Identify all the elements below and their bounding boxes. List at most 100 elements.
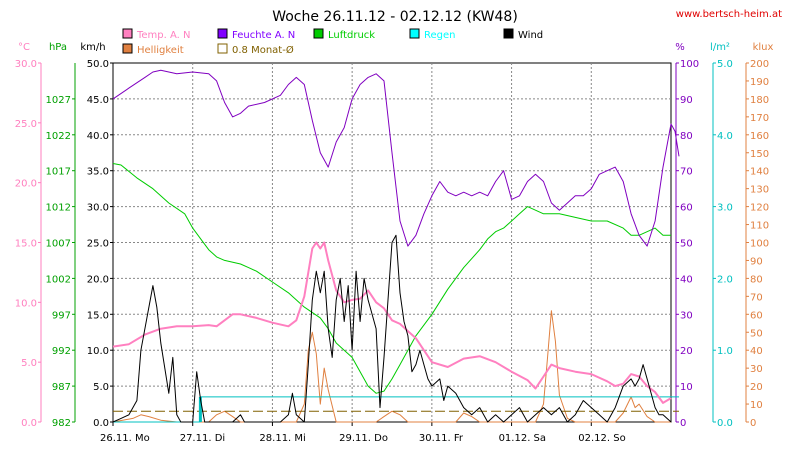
wind-tick-label: 40.0 <box>87 131 109 142</box>
legend-label: 0.8 Monat-Ø <box>232 44 294 56</box>
wind-unit-label: km/h <box>80 42 105 53</box>
rain-tick-label: 2.0 <box>717 274 733 285</box>
series-line-helligkeit <box>112 310 671 423</box>
lux-tick-label: 120 <box>750 203 769 214</box>
lux-tick-label: 190 <box>750 77 769 88</box>
rain-bar <box>198 396 202 422</box>
pressure-unit-label: hPa <box>49 42 67 53</box>
rain-tick-label: 5.0 <box>717 59 733 70</box>
rain-tick-label: 3.0 <box>717 203 733 214</box>
lux-tick-label: 160 <box>750 131 769 142</box>
humidity-tick-label: 20 <box>680 346 693 357</box>
lux-tick-label: 110 <box>750 221 769 232</box>
pressure-tick-label: 997 <box>52 310 71 321</box>
lux-tick-label: 60 <box>750 310 763 321</box>
temp-tick-label: 30.0 <box>15 59 37 70</box>
wind-tick-label: 20.0 <box>87 274 109 285</box>
rain-tick-label: 0.0 <box>717 418 733 429</box>
temp-tick-label: 20.0 <box>15 179 37 190</box>
series-line-wind <box>112 234 672 423</box>
temp-unit-label: °C <box>18 42 30 53</box>
temp-tick-label: 0.0 <box>21 418 37 429</box>
legend-swatch <box>503 28 514 39</box>
x-tick-label: 27.11. Di <box>180 433 225 444</box>
legend-swatch <box>217 43 228 54</box>
legend-label: Luftdruck <box>328 30 375 41</box>
lux-tick-label: 150 <box>750 149 769 160</box>
legend-swatch <box>122 43 133 54</box>
x-tick-label: 02.12. So <box>578 433 625 444</box>
chart-title: Woche 26.11.12 - 02.12.12 (KW48) <box>272 9 518 25</box>
website-link[interactable]: www.bertsch-heim.at <box>676 9 782 20</box>
legend-label: Helligkeit <box>137 45 184 56</box>
lux-tick-label: 180 <box>750 95 769 106</box>
wind-tick-label: 25.0 <box>87 239 109 250</box>
wind-tick-label: 0.0 <box>93 418 109 429</box>
humidity-tick-label: 50 <box>680 239 693 250</box>
rain-tick-label: 4.0 <box>717 131 733 142</box>
legend-swatch <box>217 28 228 39</box>
temp-tick-label: 10.0 <box>15 298 37 309</box>
wind-tick-label: 35.0 <box>87 167 109 178</box>
humidity-tick-label: 10 <box>680 382 693 393</box>
humidity-tick-label: 100 <box>680 59 699 70</box>
pressure-tick-label: 992 <box>52 346 71 357</box>
legend-label: Feuchte A. N <box>232 30 295 41</box>
lux-tick-label: 200 <box>750 59 769 70</box>
legend: Temp. A. N Helligkeit Feuchte A. N 0.8 Mona… <box>122 28 543 56</box>
humidity-tick-label: 30 <box>680 310 693 321</box>
x-tick-label: 26.11. Mo <box>100 433 150 444</box>
lux-tick-label: 0 <box>750 418 756 429</box>
temp-tick-label: 5.0 <box>21 358 37 369</box>
lux-tick-label: 100 <box>750 239 769 250</box>
x-tick-label: 29.11. Do <box>339 433 388 444</box>
wind-tick-label: 15.0 <box>87 310 109 321</box>
x-tick-label: 28.11. Mi <box>259 433 305 444</box>
lux-tick-label: 70 <box>750 292 763 303</box>
lux-tick-label: 90 <box>750 256 763 267</box>
legend-swatch <box>122 28 133 39</box>
humidity-tick-label: 0 <box>680 418 686 429</box>
rain-tick-label: 1.0 <box>717 346 733 357</box>
lux-tick-label: 10 <box>750 400 763 411</box>
grid <box>112 62 672 423</box>
legend-label: Wind <box>518 30 543 41</box>
wind-tick-label: 5.0 <box>93 382 109 393</box>
series-layer <box>112 69 680 423</box>
humidity-tick-label: 90 <box>680 95 693 106</box>
lux-unit-label: klux <box>753 42 774 53</box>
pressure-tick-label: 1002 <box>46 274 71 285</box>
lux-tick-label: 40 <box>750 346 763 357</box>
axes: 0.0 5.0 10.0 15.0 20.0 25.0 30.0 982 987 992 997 10… <box>15 59 769 444</box>
wind-tick-label: 10.0 <box>87 346 109 357</box>
humidity-tick-label: 70 <box>680 167 693 178</box>
pressure-tick-label: 1027 <box>46 95 71 106</box>
humidity-tick-label: 60 <box>680 203 693 214</box>
lux-tick-label: 140 <box>750 167 769 178</box>
legend-label: Regen <box>424 30 456 41</box>
series-line-luftdruck <box>112 163 671 394</box>
temp-tick-label: 25.0 <box>15 119 37 130</box>
legend-label: Temp. A. N <box>136 30 191 41</box>
pressure-tick-label: 1012 <box>46 203 71 214</box>
humidity-unit-label: % <box>675 42 685 53</box>
lux-tick-label: 50 <box>750 328 763 339</box>
lux-tick-label: 130 <box>750 185 769 196</box>
humidity-tick-label: 40 <box>680 274 693 285</box>
legend-swatch <box>409 28 420 39</box>
wind-tick-label: 45.0 <box>87 95 109 106</box>
humidity-tick-label: 80 <box>680 131 693 142</box>
rain-unit-label: l/m² <box>710 42 730 53</box>
x-tick-label: 01.12. Sa <box>499 433 546 444</box>
pressure-tick-label: 1017 <box>46 167 71 178</box>
series-line-feuchte-a-n <box>112 69 680 247</box>
lux-tick-label: 80 <box>750 274 763 285</box>
lux-tick-label: 20 <box>750 382 763 393</box>
series-line-temp-a-n <box>112 241 672 404</box>
lux-tick-label: 30 <box>750 364 763 375</box>
wind-tick-label: 50.0 <box>87 59 109 70</box>
x-tick-label: 30.11. Fr <box>419 433 464 444</box>
temp-tick-label: 15.0 <box>15 239 37 250</box>
